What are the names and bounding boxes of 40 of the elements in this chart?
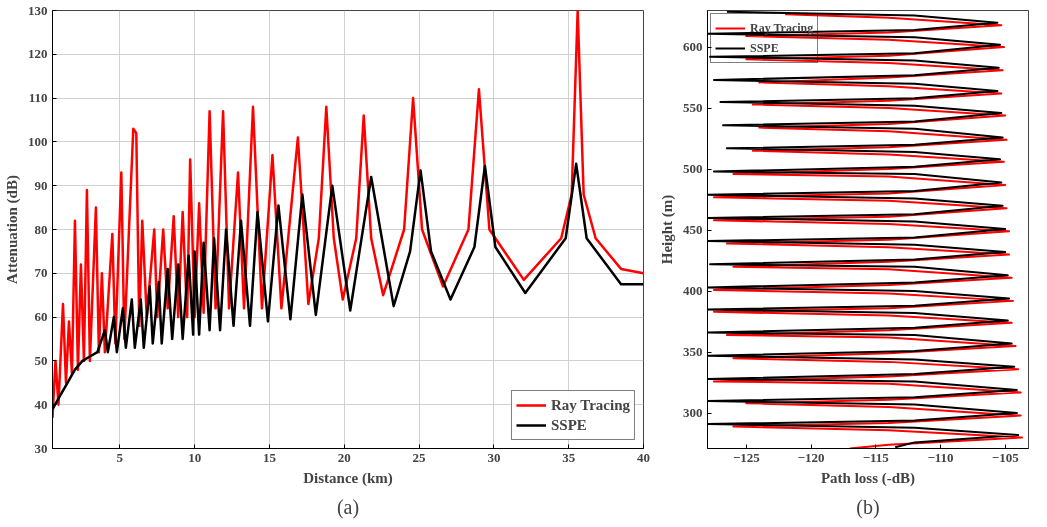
y-tick-label: 120: [28, 46, 48, 62]
x-tick-label: 20: [337, 449, 351, 465]
y-tick-label: 450: [683, 222, 703, 238]
x-tick-label: −125: [732, 449, 761, 465]
y-tick-label: 600: [683, 39, 703, 55]
x-axis-title: Distance (km): [303, 469, 393, 487]
legend-label: Ray Tracing: [750, 20, 814, 36]
y-tick-label: 70: [34, 265, 48, 281]
y-tick-label: 50: [34, 352, 48, 368]
y-tick-label: 80: [34, 221, 48, 237]
x-tick-label: −105: [991, 449, 1020, 465]
y-tick-label: 400: [683, 283, 703, 299]
x-tick-label: 5: [116, 449, 124, 465]
x-tick-label: 30: [487, 449, 501, 465]
x-tick-label: −110: [927, 449, 954, 465]
x-axis-title: Path loss (-dB): [820, 469, 916, 487]
x-tick-label: −120: [797, 449, 825, 465]
y-tick-label: 130: [28, 2, 48, 18]
text: (a): [336, 495, 360, 519]
y-tick-label: 350: [683, 344, 703, 360]
y-tick-label: 90: [34, 177, 48, 193]
x-tick-label: 35: [562, 449, 576, 465]
x-tick-label: −115: [862, 449, 890, 465]
y-tick-label: 300: [683, 405, 703, 421]
text: (b): [856, 495, 880, 519]
y-tick-label: 110: [28, 90, 48, 106]
y-tick-label: 60: [34, 309, 48, 325]
legend-label: SSPE: [550, 416, 587, 434]
legend-label: SSPE: [750, 40, 779, 56]
y-axis-title: Attenuation (dB): [4, 175, 21, 284]
x-tick-label: 25: [412, 449, 427, 465]
y-tick-label: 500: [683, 161, 703, 177]
legend-label: Ray Tracing: [550, 396, 630, 414]
x-tick-label: 10: [188, 449, 202, 465]
y-tick-label: 550: [683, 100, 703, 116]
x-tick-label: 40: [637, 449, 650, 465]
x-tick-label: 15: [262, 449, 277, 465]
y-axis-title: Height (m): [659, 194, 676, 265]
y-tick-label: 40: [34, 396, 48, 412]
y-tick-label: 100: [28, 133, 48, 149]
